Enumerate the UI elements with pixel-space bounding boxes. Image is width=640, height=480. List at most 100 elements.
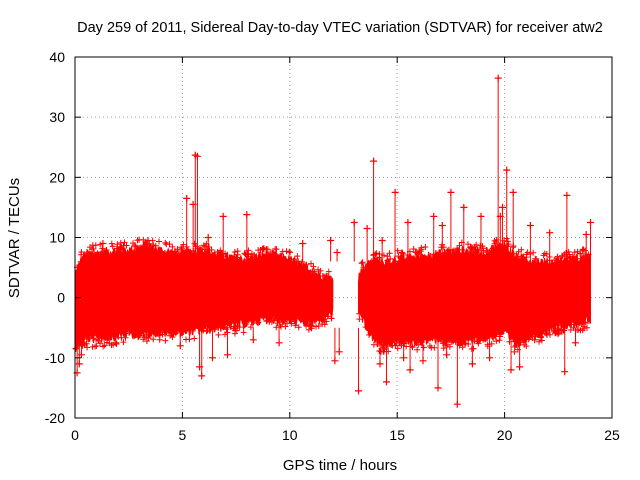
band-2-point-258 bbox=[414, 346, 421, 353]
band-1-point-154 bbox=[112, 333, 118, 340]
band-1-point-110 bbox=[320, 316, 327, 323]
outlier-point-27 bbox=[355, 387, 362, 395]
outlier-point-10 bbox=[193, 152, 201, 160]
band-1-point-73 bbox=[162, 239, 169, 246]
band-2-point-246 bbox=[474, 246, 481, 253]
band-2-point-236 bbox=[475, 340, 482, 347]
band-2-point-245 bbox=[431, 344, 438, 351]
band-1-point-258 bbox=[101, 336, 108, 343]
x-axis-title: GPS time / hours bbox=[283, 457, 397, 474]
outlier-point-52 bbox=[507, 366, 515, 374]
outlier-point-62 bbox=[587, 219, 594, 226]
band-1-point-229 bbox=[294, 253, 301, 260]
band-2-point-96 bbox=[434, 251, 441, 258]
band-2-point-45 bbox=[440, 345, 447, 352]
outlier-point-1 bbox=[75, 360, 83, 368]
band-1-point-117 bbox=[281, 318, 287, 325]
band-1-point-6 bbox=[89, 335, 96, 342]
band-1-point-179 bbox=[156, 238, 162, 245]
band-1-point-255 bbox=[288, 320, 295, 327]
outlier-point-40 bbox=[438, 222, 446, 229]
band-1-point-249 bbox=[72, 345, 79, 352]
band-1-point-193 bbox=[90, 245, 97, 252]
band-1-point-239 bbox=[162, 328, 169, 335]
band-2-point-217 bbox=[554, 255, 561, 261]
band-2-point-223 bbox=[373, 250, 380, 257]
outlier-point-13 bbox=[204, 234, 212, 241]
band-2-point-132 bbox=[571, 249, 578, 256]
band-1-point-74 bbox=[219, 250, 226, 257]
band-1-point-217 bbox=[152, 242, 159, 249]
band-2-point-109 bbox=[388, 339, 395, 346]
band-2-point-237 bbox=[574, 317, 581, 324]
band-1-point-256 bbox=[166, 241, 173, 248]
band-1-point-206 bbox=[202, 246, 209, 253]
chart-title: Day 259 of 2011, Sidereal Day-to-day VTE… bbox=[77, 20, 603, 36]
band-2-point-21 bbox=[540, 252, 547, 259]
band-1-point-191 bbox=[117, 239, 124, 246]
outlier-point-39 bbox=[434, 384, 442, 392]
band-1-point-141 bbox=[182, 328, 189, 335]
band-1-point-21 bbox=[150, 336, 157, 343]
band-1-point-148 bbox=[295, 324, 302, 331]
band-2-point-193 bbox=[454, 246, 461, 253]
outlier-point-14 bbox=[209, 354, 216, 362]
outlier-point-36 bbox=[406, 366, 414, 374]
band-2-point-233 bbox=[398, 249, 405, 256]
band-1-point-186 bbox=[179, 245, 186, 252]
band-1-point-233 bbox=[251, 254, 258, 261]
band-1-point-150 bbox=[120, 339, 127, 346]
y-tick-label-1: -10 bbox=[45, 350, 65, 366]
band-2-point-199 bbox=[356, 316, 363, 323]
band-2-point-127 bbox=[459, 344, 466, 351]
band-2-point-196 bbox=[569, 253, 576, 260]
band-1-point-130 bbox=[315, 323, 322, 329]
band-2-point-157 bbox=[573, 321, 580, 328]
band-2-point-83 bbox=[399, 337, 406, 344]
band-1-point-246 bbox=[113, 245, 120, 252]
outlier-point-43 bbox=[453, 400, 461, 408]
outlier-point-6 bbox=[176, 342, 184, 350]
band-1-point-205 bbox=[232, 327, 239, 334]
band-1-point-162 bbox=[313, 323, 319, 330]
x-tick-label-4: 20 bbox=[497, 427, 513, 443]
band-2-point-4 bbox=[420, 344, 427, 351]
band-2-point-230 bbox=[399, 250, 406, 257]
y-tick-labels: -20 -10 0 10 20 30 40 bbox=[45, 49, 65, 426]
outlier-point-57 bbox=[546, 229, 554, 237]
band-1-point-241 bbox=[130, 240, 136, 247]
band-2-point-167 bbox=[543, 251, 550, 257]
band-1-point-214 bbox=[89, 242, 96, 249]
band-2-point-56 bbox=[468, 346, 475, 352]
band-1-point-245 bbox=[282, 256, 289, 263]
outlier-point-26 bbox=[350, 219, 358, 226]
band-2-point-47 bbox=[515, 248, 522, 255]
band-2-point-29 bbox=[525, 336, 532, 343]
band-2-point-11 bbox=[370, 341, 377, 348]
band-1-point-19 bbox=[243, 321, 250, 327]
outlier-point-22 bbox=[327, 237, 335, 244]
outlier-point-45 bbox=[468, 360, 476, 368]
band-2-point-112 bbox=[577, 318, 584, 325]
outlier-point-23 bbox=[331, 357, 339, 365]
band-1-point-168 bbox=[234, 248, 241, 255]
outlier-point-51 bbox=[503, 166, 511, 174]
band-2-point-131 bbox=[532, 333, 539, 340]
band-1-point-201 bbox=[222, 331, 228, 338]
band-1-point-226 bbox=[217, 247, 224, 254]
band-1-point-175 bbox=[291, 317, 298, 324]
band-2-point-124 bbox=[403, 337, 410, 344]
band-2-point-253 bbox=[523, 251, 530, 258]
outlier-point-46 bbox=[477, 212, 485, 220]
band-2-point-216 bbox=[471, 248, 478, 255]
band-1-point-235 bbox=[136, 236, 143, 243]
outlier-point-18 bbox=[249, 336, 257, 344]
outlier-point-38 bbox=[430, 212, 438, 220]
outlier-point-59 bbox=[563, 191, 571, 199]
y-tick-label-6: 40 bbox=[49, 49, 65, 65]
band-2-point-204 bbox=[491, 240, 498, 247]
band-1-point-67 bbox=[215, 331, 222, 338]
band-1-point-204 bbox=[106, 340, 113, 347]
band-2-point-206 bbox=[362, 324, 369, 331]
